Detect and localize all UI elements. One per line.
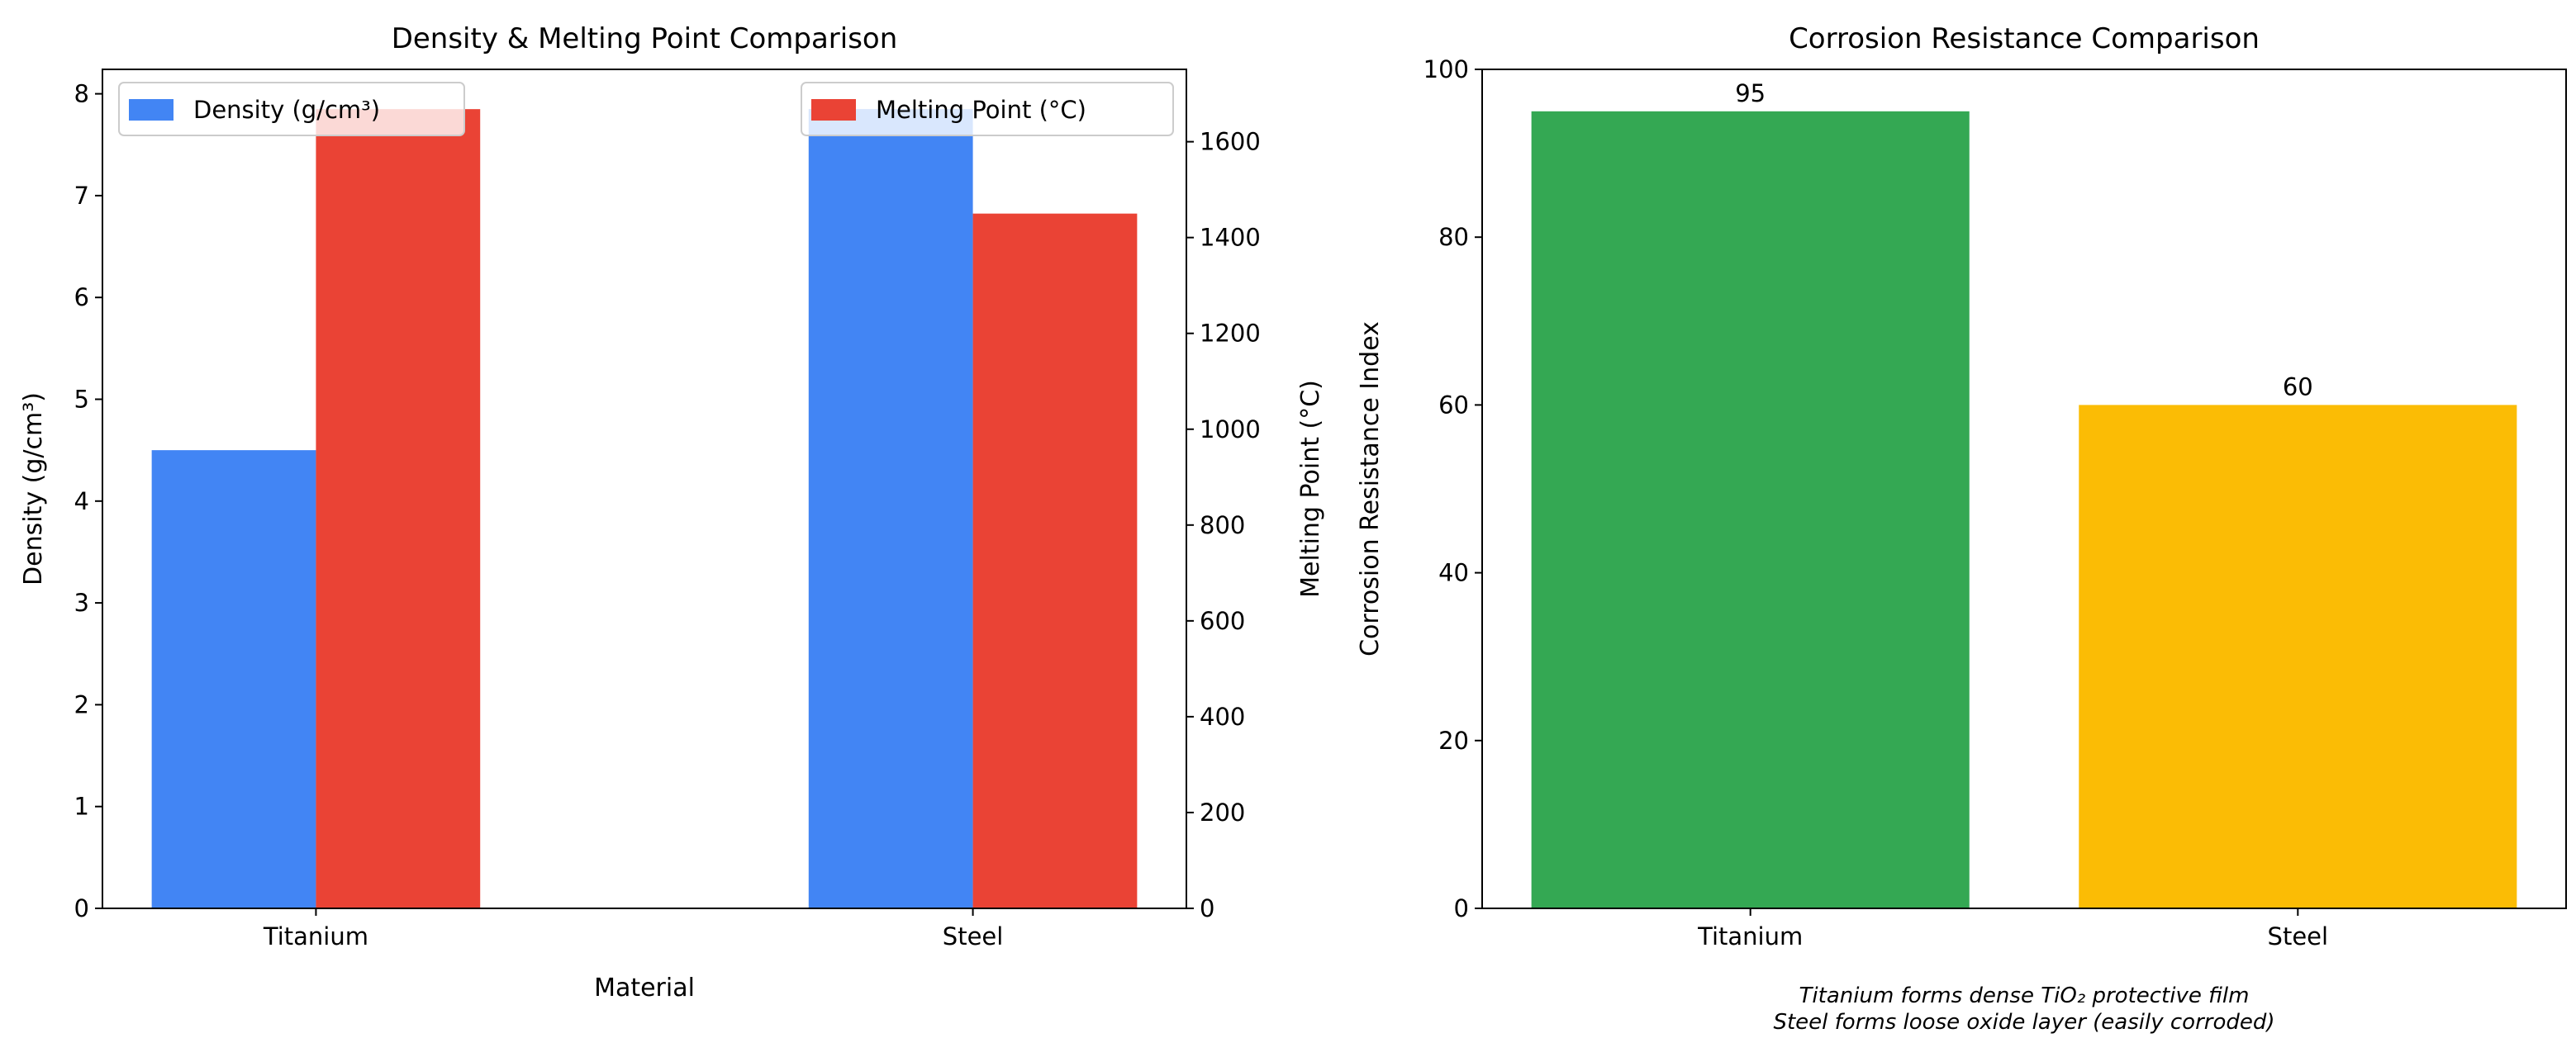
left-x-tick-label: Steel (943, 922, 1004, 950)
right-y-tick-label: 80 (1438, 223, 1469, 251)
legend-density-box (118, 82, 465, 136)
left-y-tick-label: 2 (74, 690, 89, 718)
left-x-tick-label: Titanium (263, 922, 368, 950)
left-y-tick-label: 7 (74, 182, 89, 210)
left-plot-frame (102, 69, 1187, 909)
right-y2-tick-label: 200 (1200, 799, 1245, 827)
right-y2-tick-label: 0 (1200, 894, 1214, 922)
legend-density-label: Density (g/cm³) (193, 96, 380, 124)
bar-corrosion-titanium (1531, 111, 1970, 909)
right-plot-frame (1481, 69, 2567, 909)
bar-melting-point-titanium (316, 109, 481, 908)
right-y2-tick-label: 600 (1200, 607, 1245, 635)
right-y2-tick-label: 400 (1200, 703, 1245, 731)
left-y-tick-label: 1 (74, 793, 89, 821)
right-x-tick-label: Titanium (1697, 922, 1803, 950)
right-x-tick-label: Steel (2268, 922, 2329, 950)
left-chart-title: Density & Melting Point Comparison (392, 22, 898, 55)
legend-density-swatch (129, 99, 173, 121)
bar-density-titanium (151, 450, 316, 908)
right-y2-axis-label: Melting Point (°C) (1296, 380, 1325, 598)
legend-melting-point-swatch (811, 99, 856, 121)
right-y2-tick-label: 800 (1200, 511, 1245, 539)
left-y-axis-label: Density (g/cm³) (19, 392, 48, 585)
right-y-tick-label: 0 (1454, 894, 1469, 922)
right-y-tick-label: 60 (1438, 391, 1469, 419)
left-y-tick-label: 3 (74, 589, 89, 617)
right-y2-tick-label: 1600 (1200, 128, 1261, 156)
right-y2-tick-label: 1000 (1200, 415, 1261, 443)
right-chart-title: Corrosion Resistance Comparison (1789, 22, 2260, 55)
left-y-tick-label: 4 (74, 487, 89, 515)
bar-melting-point-steel (972, 213, 1138, 908)
left-y-tick-label: 6 (74, 283, 89, 311)
right-y-tick-label: 40 (1438, 559, 1469, 587)
right-y-axis-label: Corrosion Resistance Index (1356, 321, 1385, 656)
left-y-tick-label: 5 (74, 385, 89, 413)
right-y-tick-label: 100 (1423, 55, 1469, 83)
right-y2-tick-label: 1200 (1200, 320, 1261, 348)
right-y2-tick-label: 1400 (1200, 224, 1261, 252)
left-y-tick-label: 8 (74, 80, 89, 108)
data-label-titanium: 95 (1735, 79, 1766, 107)
legend-melting-point-box (801, 82, 1174, 136)
right-y-tick-label: 20 (1438, 727, 1469, 755)
annotation-line-2: Steel forms loose oxide layer (easily co… (1773, 1010, 2274, 1035)
annotation-line-1: Titanium forms dense TiO₂ protective fil… (1799, 984, 2250, 1008)
legend-melting-point-label: Melting Point (°C) (876, 96, 1086, 124)
left-x-axis-label: Material (594, 974, 695, 1002)
bar-corrosion-steel (2079, 405, 2517, 908)
bar-density-steel (808, 109, 973, 908)
data-label-steel: 60 (2283, 372, 2313, 401)
left-y-tick-label: 0 (74, 894, 89, 922)
